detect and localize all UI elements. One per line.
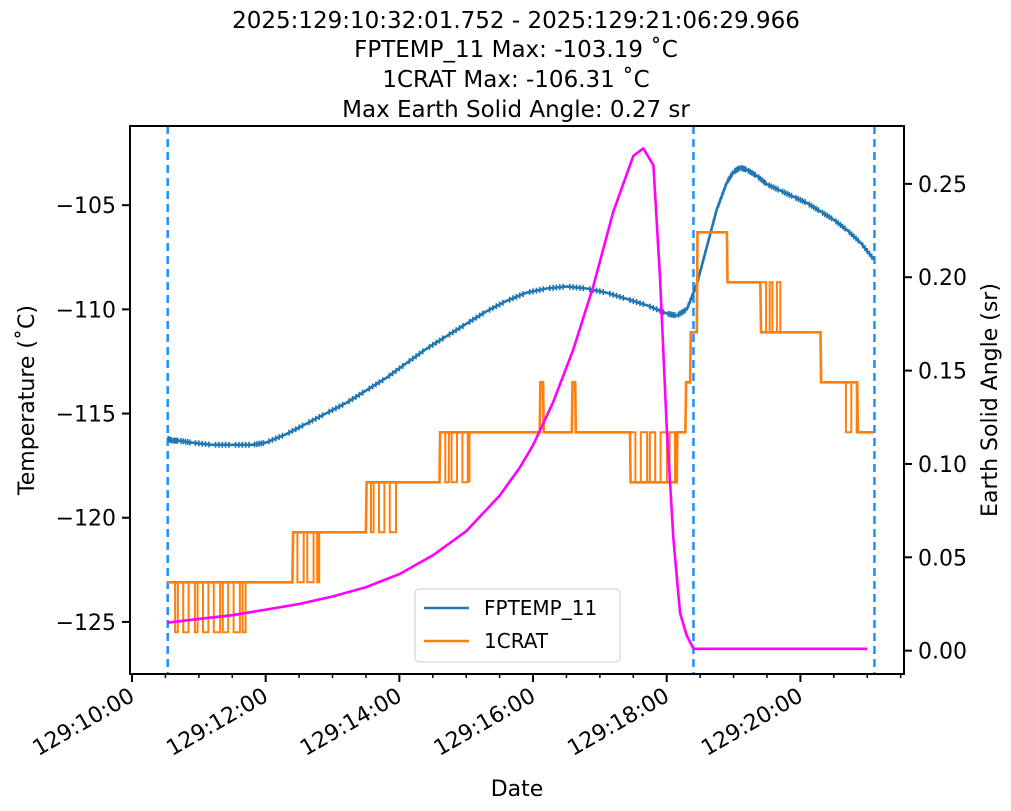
x-axis-label: Date — [491, 777, 544, 802]
crat-toggle-band-1 — [293, 531, 321, 584]
title-line-3: 1CRAT Max: -106.31 ˚C — [382, 66, 649, 93]
legend-label-fptemp: FPTEMP_11 — [484, 596, 597, 620]
crat-toggle-band-4 — [630, 431, 678, 484]
y-tick-label-1: −110 — [56, 298, 116, 323]
x-tick-label-3: 129:16:00 — [430, 684, 540, 762]
series-line-fptemp-11 — [166, 166, 875, 447]
title-line-1: 2025:129:10:32:01.752 - 2025:129:21:06:2… — [232, 8, 800, 34]
legend-label-crat: 1CRAT — [484, 629, 549, 653]
plot-frame — [129, 125, 905, 675]
crat-toggle-bands — [168, 281, 859, 634]
y2-tick-label-4: 0.05 — [918, 546, 967, 571]
crat-toggle-band-6 — [840, 381, 859, 434]
title-line-2: FPTEMP_11 Max: -103.19 ˚C — [354, 36, 678, 63]
y-axis-left: −105 −110 −115 −120 −125 — [56, 194, 130, 636]
x-tick-label-4: 129:18:00 — [564, 684, 674, 762]
y2-tick-label-1: 0.20 — [918, 266, 967, 291]
crat-toggle-band-2 — [367, 481, 397, 534]
x-tick-label-5: 129:20:00 — [697, 684, 807, 762]
x-axis: 129:10:00 129:12:00 129:14:00 129:16:00 129:… — [29, 674, 902, 762]
plot-area — [129, 125, 905, 675]
x-tick-label-0: 129:10:00 — [29, 684, 139, 762]
y2-tick-label-2: 0.15 — [918, 360, 967, 385]
crat-toggle-band-5 — [761, 281, 782, 334]
crat-toggle-band-0 — [168, 581, 247, 634]
y-tick-label-3: −120 — [56, 507, 116, 532]
y2-axis-label: Earth Solid Angle (sr) — [978, 283, 1003, 517]
fptemp-step-texture — [167, 165, 873, 448]
y-tick-label-4: −125 — [56, 611, 116, 636]
title-line-4: Max Earth Solid Angle: 0.27 sr — [342, 97, 690, 123]
legend: FPTEMP_11 1CRAT — [414, 588, 621, 663]
y2-tick-label-0: 0.25 — [918, 173, 967, 198]
series-layer — [166, 147, 875, 651]
y-tick-label-2: −115 — [56, 403, 116, 428]
y2-tick-label-5: 0.00 — [918, 640, 967, 665]
chart-title: 2025:129:10:32:01.752 - 2025:129:21:06:2… — [232, 8, 800, 123]
series-line-1crat — [167, 231, 874, 584]
y-tick-label-0: −105 — [56, 194, 116, 219]
x-tick-label-1: 129:12:00 — [162, 684, 272, 762]
series-line-earth-solid-angle — [167, 147, 868, 651]
y-axis-label: Temperature (˚C) — [15, 305, 40, 496]
x-tick-label-2: 129:14:00 — [296, 684, 406, 762]
y-axis-right: 0.25 0.20 0.15 0.10 0.05 0.00 — [904, 173, 967, 665]
y2-tick-label-3: 0.10 — [918, 453, 967, 478]
crat-toggle-band-3 — [440, 431, 471, 484]
